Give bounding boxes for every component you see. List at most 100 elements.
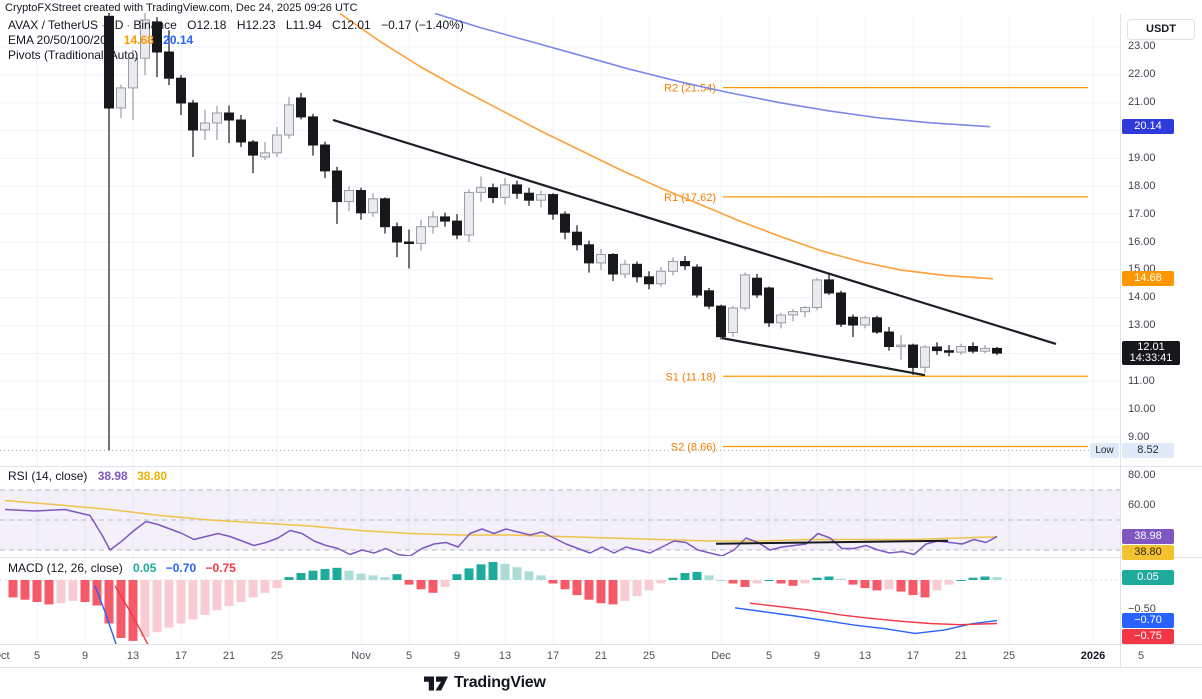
wedge-lower-trendline[interactable] [721, 337, 926, 377]
macd-histogram-bar [728, 580, 738, 584]
candle-body [848, 316, 858, 326]
candle-body [680, 261, 690, 267]
change-value: −0.17 (−1.40%) [381, 18, 464, 32]
candle-body [152, 21, 162, 53]
candle-body [200, 122, 210, 131]
ohlc-close: C12.01 [332, 18, 371, 32]
wedge-upper-trendline[interactable] [332, 118, 1057, 346]
macd-histogram-bar [320, 569, 330, 580]
macd-pane[interactable] [0, 562, 1120, 673]
macd-histogram-bar [200, 580, 210, 615]
macd-histogram-bar [428, 580, 438, 593]
macd-histogram-bar [848, 580, 858, 585]
macd-histogram-bar [584, 580, 594, 600]
macd-hist-value: 0.05 [133, 561, 157, 575]
candle-body [356, 190, 366, 214]
candle-body [236, 119, 246, 143]
tradingview-logo-text: TradingView [454, 674, 546, 691]
macd-histogram-bar [836, 578, 846, 580]
macd-histogram-bar [236, 580, 246, 602]
exchange-label[interactable]: Binance [133, 18, 177, 32]
price-pane[interactable]: R2 (21.54) R1 (17.62) S1 (11.18) S2 (8.66) [0, 11, 1120, 454]
candle-body [752, 277, 762, 296]
rsi-pane[interactable] [0, 489, 1120, 556]
macd-histogram-bar [416, 580, 426, 590]
macd-histogram-bar [656, 580, 666, 584]
candle-body [764, 287, 774, 324]
macd-histogram-bar [464, 568, 474, 580]
grid [0, 14, 1120, 643]
macd-histogram-bar [392, 574, 402, 580]
macd-histogram-bar [812, 577, 822, 580]
macd-indicator-label[interactable]: MACD (12, 26, close) [8, 561, 123, 575]
macd-histogram-bar [968, 577, 978, 580]
candle-body [668, 261, 678, 272]
macd-histogram-bar [992, 577, 1002, 580]
candle-body [380, 198, 390, 228]
macd-histogram-bar [920, 580, 930, 598]
macd-histogram-bar [944, 580, 954, 585]
candle-body [896, 344, 906, 348]
candle-body [824, 279, 834, 294]
candle-body [584, 244, 594, 264]
macd-line-value: −0.70 [165, 561, 197, 575]
macd-hist-axis-label: 0.05 [1122, 569, 1174, 585]
candle-body [452, 220, 462, 236]
candle-body [812, 279, 822, 308]
ema200-price-label: 20.14 [1122, 119, 1174, 135]
macd-histogram-bar [632, 580, 642, 597]
candle-body [776, 314, 786, 324]
candle-body [716, 305, 726, 338]
candle-body [692, 266, 702, 296]
macd-histogram-bar [80, 580, 90, 602]
macd-histogram-bar [908, 580, 918, 596]
macd-signal-line [114, 585, 149, 644]
macd-histogram-bar [284, 577, 294, 580]
macd-histogram-bar [764, 580, 774, 581]
macd-histogram-bar [776, 580, 786, 584]
pane-separators [0, 14, 1202, 668]
ohlc-low: L11.94 [285, 18, 322, 32]
rsi-legend: RSI (14, close) 38.98 38.80 [8, 469, 167, 483]
macd-histogram-bar [788, 580, 798, 586]
candle-body [908, 344, 918, 368]
symbol-legend: AVAX / TetherUS · 1D · Binance O12.18 H12.23… [8, 18, 464, 63]
candle-body [308, 116, 318, 146]
pivot-label: R2 (21.54) [664, 83, 716, 95]
candle-body [548, 194, 558, 215]
candle-body [992, 347, 1002, 354]
candle-body [296, 97, 306, 118]
symbol-title[interactable]: AVAX / TetherUS [8, 18, 99, 32]
pivot-label: S2 (8.66) [671, 441, 716, 453]
low-price-label: 8.52 [1122, 442, 1174, 458]
macd-histogram-bar [596, 580, 606, 604]
macd-histogram-bar [476, 564, 486, 580]
macd-histogram-bar [980, 576, 990, 580]
candle-body [560, 213, 570, 233]
ema-indicator-label[interactable]: EMA 20/50/100/200 [8, 33, 114, 47]
candle-body [656, 270, 666, 285]
candle-body [248, 141, 258, 156]
macd-histogram-bar [308, 570, 318, 580]
macd-histogram-bar [956, 580, 966, 581]
interval-label[interactable]: 1D [108, 18, 124, 32]
candle-body [956, 346, 966, 353]
candle-body [188, 102, 198, 131]
tradingview-logo[interactable]: TradingView [424, 674, 546, 692]
pivot-label: R1 (17.62) [664, 192, 716, 204]
currency-toggle-button[interactable]: USDT [1127, 19, 1195, 40]
candle-body [116, 87, 126, 109]
pivots-indicator-label[interactable]: Pivots (Traditional, Auto) [8, 48, 139, 62]
candlestick-series [104, 13, 1002, 451]
candle-body [392, 226, 402, 243]
macd-histogram-bar [344, 570, 354, 580]
macd-histogram-bar [152, 580, 162, 633]
rsi-indicator-label[interactable]: RSI (14, close) [8, 469, 88, 483]
macd-histogram-bar [524, 571, 534, 580]
rsi-trendline[interactable] [715, 539, 949, 545]
macd-histogram-bar [368, 575, 378, 580]
candle-body [140, 19, 150, 59]
macd-histogram-bar [860, 580, 870, 589]
